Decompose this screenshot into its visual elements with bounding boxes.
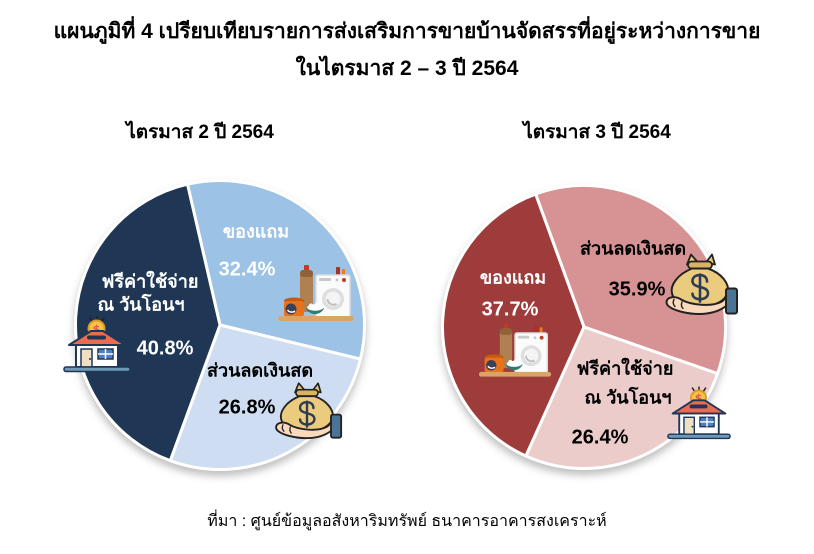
label-q2-free-transfer-fees-line2: ณ วันโอนฯ — [97, 294, 185, 315]
pct-q2-free-transfer-fees: 40.8% — [136, 337, 194, 360]
pct-q2-cash-discount: 26.8% — [218, 396, 276, 419]
pct-q2-gift: 32.4% — [218, 258, 276, 281]
figure-title-line1: แผนภูมิที่ 4 เปรียบเทียบรายการส่งเสริมกา… — [53, 20, 761, 43]
label-q2-gift: ของแถม — [222, 221, 290, 242]
pct-q3-gift: 37.7% — [481, 298, 539, 321]
pie-chart-q3 — [441, 183, 728, 470]
pie-slice-cash-discount — [534, 183, 728, 376]
pie-q2-title: ไตรมาส 2 ปี 2564 — [126, 122, 274, 143]
pct-q3-cash-discount: 35.9% — [608, 278, 666, 301]
source-note: ที่มา : ศูนย์ข้อมูลอสังหาริมทรัพย์ ธนาคา… — [207, 513, 607, 530]
label-q2-free-transfer-fees-line1: ฟรีค่าใช้จ่าย — [101, 271, 199, 292]
pie-slice-gift — [441, 192, 586, 458]
label-q2-cash-discount: ส่วนลดเงินสด — [206, 360, 314, 381]
appliances-icon — [276, 263, 356, 325]
figure-title: แผนภูมิที่ 4 เปรียบเทียบรายการส่งเสริมกา… — [0, 13, 814, 87]
label-q3-gift: ของแถม — [479, 267, 547, 288]
house-coin-icon — [63, 316, 131, 374]
money-bag-hand-icon — [661, 251, 739, 316]
pie-q3-title: ไตรมาส 3 ปี 2564 — [523, 122, 671, 143]
pct-q3-free-transfer-fees: 26.4% — [571, 426, 629, 449]
appliances-icon — [477, 320, 553, 382]
label-q3-cash-discount: ส่วนลดเงินสด — [579, 238, 687, 259]
pie-slice-free-transfer-fees — [74, 182, 222, 463]
figure-title-line2: ในไตรมาส 2 – 3 ปี 2564 — [295, 57, 519, 80]
label-q3-free-transfer-fees-line1: ฟรีค่าใช้จ่าย — [576, 358, 674, 379]
money-bag-hand-icon — [271, 379, 343, 441]
label-q3-free-transfer-fees-line2: ณ วันโอนฯ — [584, 387, 672, 408]
house-coin-icon — [667, 386, 731, 441]
